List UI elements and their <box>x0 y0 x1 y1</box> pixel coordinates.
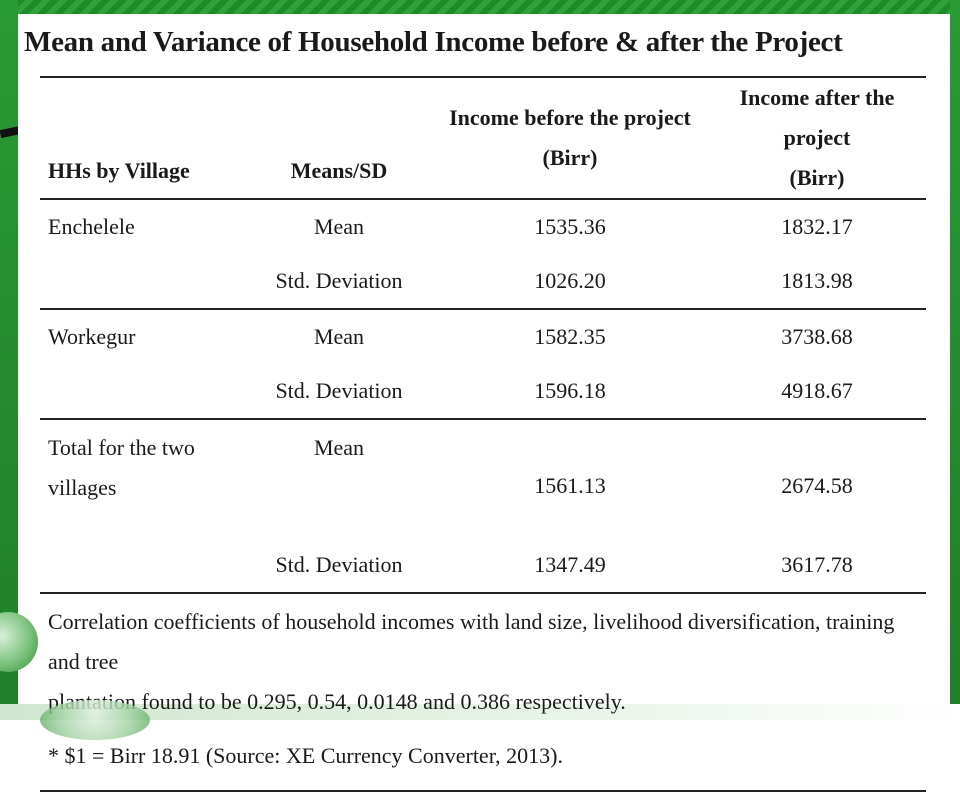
top-decorative-band <box>0 0 960 14</box>
village-enchelele: Enchelele <box>48 214 135 239</box>
correlation-note-line1: Correlation coefficients of household in… <box>48 609 895 674</box>
header-income-before-line2: (Birr) <box>542 145 598 170</box>
table-row: Enchelele Mean 1535.36 1832.17 <box>40 199 926 254</box>
table-row: Std. Deviation 1347.49 3617.78 <box>40 538 926 593</box>
correlation-note-line2: plantation found to be 0.295, 0.54, 0.01… <box>48 689 626 714</box>
income-before-value: 1535.36 <box>534 214 606 239</box>
right-decorative-band <box>950 0 960 720</box>
header-income-after-line1: Income after the project <box>739 85 895 150</box>
slide-title: Mean and Variance of Household Income be… <box>24 26 843 58</box>
income-before-value: 1347.49 <box>534 552 606 577</box>
income-after-value: 2674.58 <box>781 473 853 498</box>
notes-row: Correlation coefficients of household in… <box>40 593 926 791</box>
stat-label: Std. Deviation <box>275 268 403 293</box>
stat-label: Mean <box>313 214 365 239</box>
income-before-value: 1561.13 <box>534 473 606 498</box>
stat-label: Std. Deviation <box>275 552 403 577</box>
decorative-globe-bottom <box>40 700 150 740</box>
income-after-value: 3617.78 <box>781 552 853 577</box>
header-income-before-line1: Income before the project <box>449 105 691 130</box>
header-income-after-line2: (Birr) <box>789 165 845 190</box>
currency-footnote: * $1 = Birr 18.91 (Source: XE Currency C… <box>48 743 563 768</box>
income-before-value: 1026.20 <box>534 268 606 293</box>
income-after-value: 3738.68 <box>781 324 853 349</box>
table-row: Std. Deviation 1026.20 1813.98 <box>40 254 926 309</box>
income-table: HHs by Village Means/SD Income before th… <box>40 76 926 792</box>
village-workegur: Workegur <box>48 324 136 349</box>
table-row: Std. Deviation 1596.18 4918.67 <box>40 364 926 419</box>
stat-label: Mean <box>313 324 365 349</box>
slide-content: Mean and Variance of Household Income be… <box>18 14 950 791</box>
income-before-value: 1596.18 <box>534 378 606 403</box>
bottom-decorative-band <box>0 704 960 720</box>
header-income-after: Income after the project (Birr) <box>708 77 926 199</box>
header-means-sd: Means/SD <box>290 158 388 183</box>
left-decorative-band <box>0 0 18 720</box>
income-after-value: 4918.67 <box>781 378 853 403</box>
notes-cell: Correlation coefficients of household in… <box>40 593 926 791</box>
village-total-line2: villages <box>48 475 117 500</box>
stat-label: Mean <box>313 435 365 460</box>
income-after-value: 1813.98 <box>781 268 853 293</box>
village-total: Total for the two villages <box>40 419 246 538</box>
income-after-value: 1832.17 <box>781 214 853 239</box>
header-income-before: Income before the project (Birr) <box>432 77 708 199</box>
income-before-value: 1582.35 <box>534 324 606 349</box>
table-header-row: HHs by Village Means/SD Income before th… <box>40 77 926 199</box>
header-village: HHs by Village <box>48 158 190 183</box>
village-total-line1: Total for the two <box>48 435 195 460</box>
table-row: Workegur Mean 1582.35 3738.68 <box>40 309 926 364</box>
stat-label: Std. Deviation <box>275 378 403 403</box>
